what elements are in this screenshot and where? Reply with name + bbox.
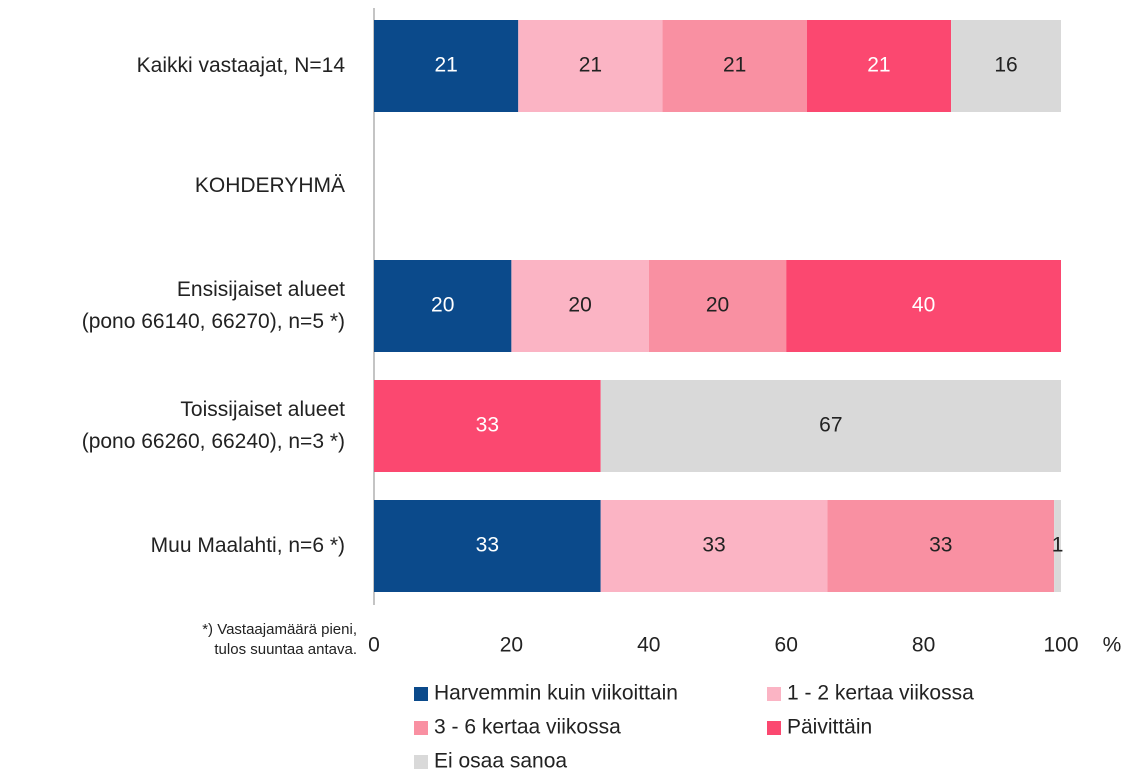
data-label: 21: [579, 54, 602, 77]
data-label: 21: [434, 54, 457, 77]
category-label: KOHDERYHMÄ: [194, 174, 345, 197]
legend-label: 1 - 2 kertaa viikossa: [787, 682, 974, 705]
bar-segment: [786, 260, 1061, 352]
data-label: 1: [1052, 534, 1064, 557]
x-unit: %: [1103, 634, 1122, 657]
bar-segment: [648, 260, 787, 352]
data-label: 20: [568, 294, 591, 317]
x-tick-label: 0: [368, 634, 380, 657]
data-label: 33: [929, 534, 952, 557]
legend-swatch: [767, 721, 781, 735]
legend-swatch: [767, 687, 781, 701]
data-label: 21: [867, 54, 890, 77]
legend-label: 3 - 6 kertaa viikossa: [434, 716, 621, 739]
x-tick-label: 20: [500, 634, 523, 657]
data-label: 16: [994, 54, 1017, 77]
data-label: 40: [912, 294, 935, 317]
x-tick-label: 40: [637, 634, 660, 657]
data-label: 33: [476, 534, 499, 557]
data-label: 20: [706, 294, 729, 317]
bar-segment: [600, 500, 828, 592]
x-tick-label: 100: [1043, 634, 1078, 657]
bar-segment: [806, 20, 952, 112]
data-label: 67: [819, 414, 842, 437]
bar-segment: [511, 260, 649, 352]
bar-segment: [374, 260, 512, 352]
bar-segment: [374, 20, 519, 112]
legend-swatch: [414, 755, 428, 769]
bar-segment: [600, 380, 1061, 472]
category-label: Ensisijaiset alueet (pono 66140, 66270),…: [81, 278, 345, 333]
legend-swatch: [414, 687, 428, 701]
legend-label: Päivittäin: [787, 716, 872, 739]
legend-label: Harvemmin kuin viikoittain: [434, 682, 678, 705]
bar-segment: [374, 380, 601, 472]
bar-segment: [374, 500, 601, 592]
legend-swatch: [414, 721, 428, 735]
legend-label: Ei osaa sanoa: [434, 750, 567, 773]
x-tick-label: 80: [912, 634, 935, 657]
x-tick-label: 60: [775, 634, 798, 657]
bar-segment: [1054, 500, 1061, 592]
bar-segment: [518, 20, 663, 112]
data-label: 21: [723, 54, 746, 77]
data-label: 33: [476, 414, 499, 437]
data-label: 33: [702, 534, 725, 557]
bar-segment: [951, 20, 1061, 112]
category-label: Muu Maalahti, n=6 *): [150, 534, 345, 557]
bar-segment: [827, 500, 1055, 592]
footnote: *) Vastaajamäärä pieni, tulos suuntaa an…: [202, 621, 357, 658]
category-label: Kaikki vastaajat, N=14: [136, 54, 345, 77]
data-label: 20: [431, 294, 454, 317]
category-label: Toissijaiset alueet (pono 66260, 66240),…: [81, 398, 345, 453]
bar-segment: [662, 20, 807, 112]
